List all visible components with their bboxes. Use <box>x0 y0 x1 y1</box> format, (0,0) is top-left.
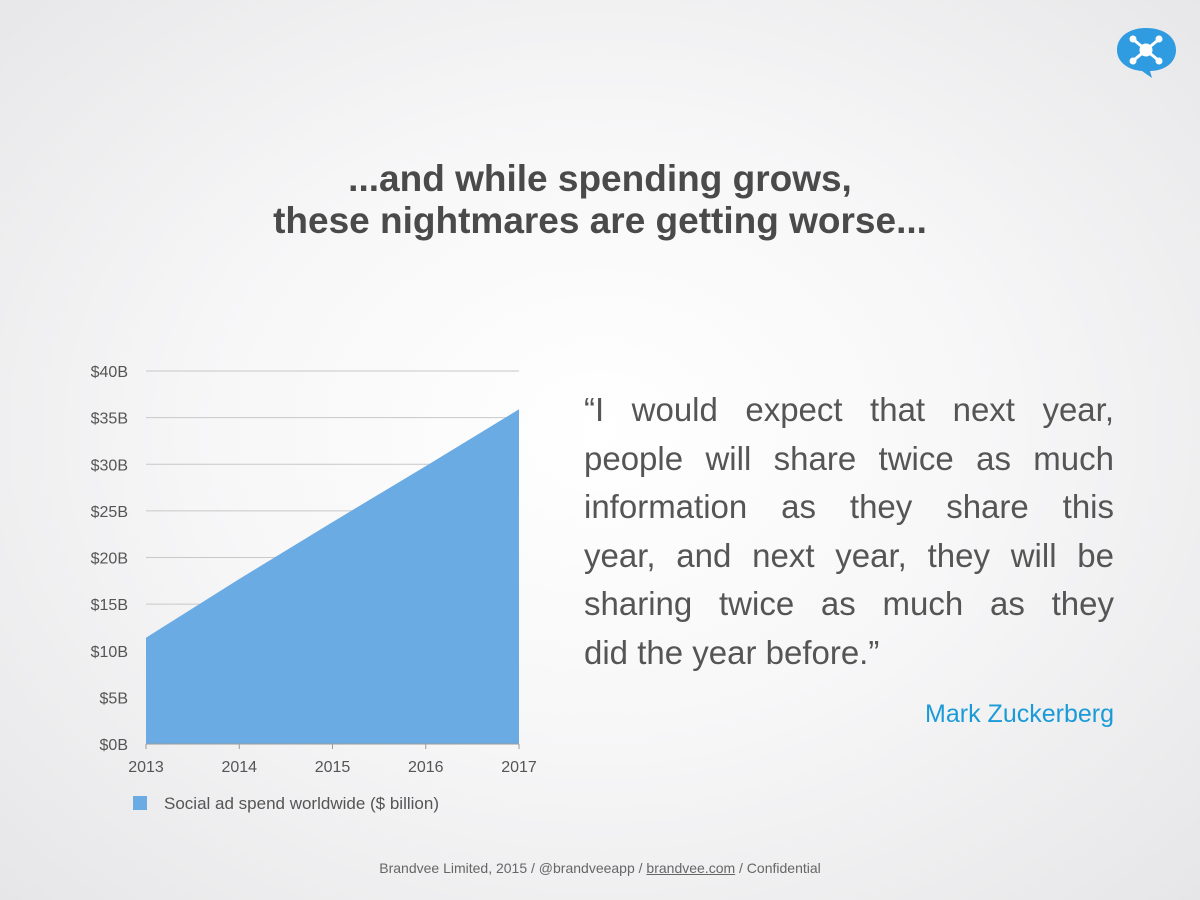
footer-website-link[interactable]: brandvee.com <box>646 860 736 876</box>
footer-text-pre: Brandvee Limited, 2015 / @brandveeapp / <box>379 860 647 876</box>
footer: Brandvee Limited, 2015 / @brandveeapp / … <box>0 860 1200 876</box>
footer-text-post: / Confidential <box>735 860 821 876</box>
x-tick-label: 2017 <box>501 759 537 776</box>
quote-line: sharing twice as much as they <box>584 585 1114 622</box>
headline-line-1: ...and while spending grows, <box>348 158 852 199</box>
y-tick-label: $25B <box>91 504 128 521</box>
x-tick-label: 2014 <box>221 759 257 776</box>
y-tick-label: $40B <box>91 364 128 381</box>
quote-line: “I would expect that next year, <box>584 391 1114 428</box>
legend-swatch <box>133 796 147 810</box>
y-tick-label: $30B <box>91 457 128 474</box>
quote-author: Mark Zuckerberg <box>925 700 1114 728</box>
area-series-ad-spend <box>146 409 519 744</box>
y-tick-label: $35B <box>91 411 128 428</box>
y-tick-label: $5B <box>100 690 128 707</box>
page-title: ...and while spending grows, these night… <box>0 158 1200 242</box>
y-tick-label: $15B <box>91 597 128 614</box>
brandvee-logo-icon <box>1114 24 1178 80</box>
chart-svg: $0B $5B $10B $15B $20B $25B $30B $35B $40B 2013 20… <box>91 364 537 813</box>
quote-line: people will share twice as much <box>584 439 1114 477</box>
x-tick-label: 2015 <box>315 759 351 776</box>
y-tick-label: $0B <box>100 737 128 754</box>
quote-line: information as they share this <box>584 488 1114 525</box>
quote-line: year, and next year, they will be <box>584 536 1114 574</box>
x-tick-label: 2016 <box>408 759 444 776</box>
y-tick-label: $10B <box>91 644 128 661</box>
legend-label: Social ad spend worldwide ($ billion) <box>164 794 439 813</box>
headline-line-2: these nightmares are getting worse... <box>273 200 927 241</box>
quote-block: “I would expect that next year, people w… <box>584 386 1114 677</box>
quote-line: did the year before.” <box>584 633 880 671</box>
ad-spend-chart: $0B $5B $10B $15B $20B $25B $30B $35B $40B 2013 20… <box>60 352 560 832</box>
x-tick-label: 2013 <box>128 759 164 776</box>
y-tick-label: $20B <box>91 551 128 568</box>
